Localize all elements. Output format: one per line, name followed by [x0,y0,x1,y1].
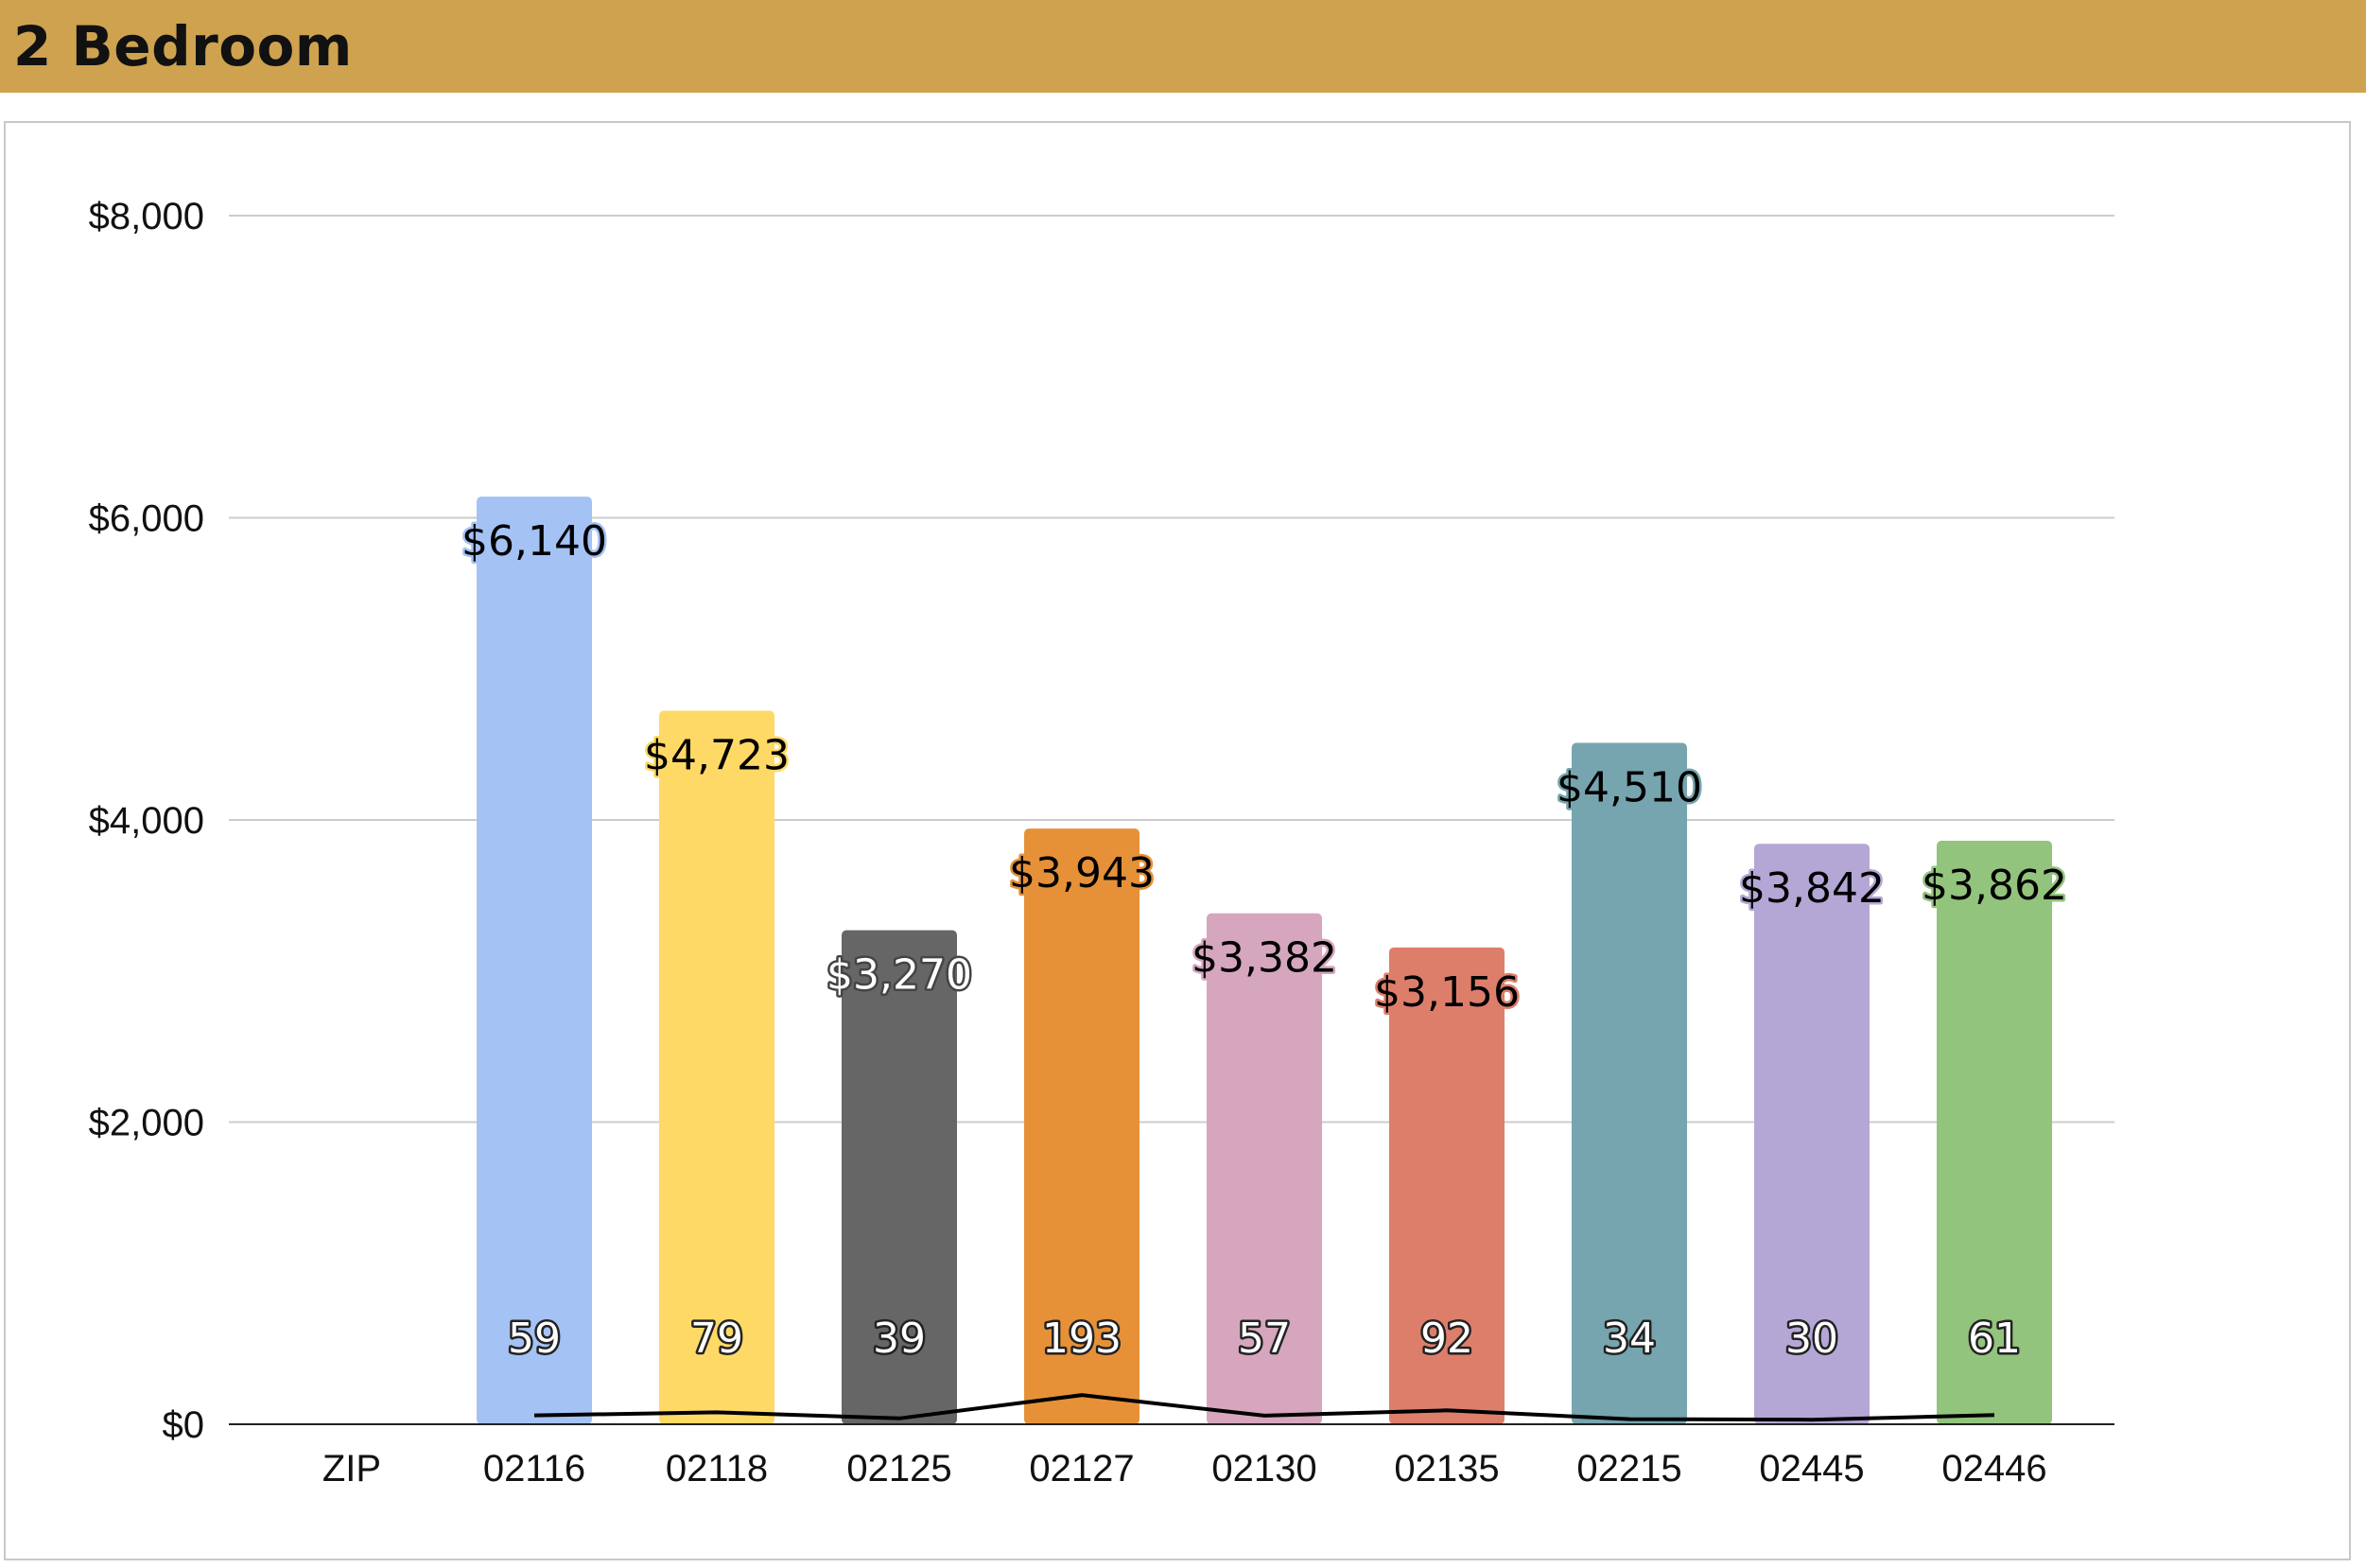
bar-value-label: $3,842 [1739,864,1885,913]
bar-value-label: $4,723 [644,732,790,780]
count-value-label: 34 [1603,1315,1656,1363]
y-tick-label: $6,000 [89,498,204,540]
bar-value-label: $3,156 [1374,968,1520,1017]
count-value-label: 79 [690,1315,743,1363]
x-tick-label: ZIP [322,1448,381,1490]
chart-title: 2 Bedroom [13,14,353,78]
count-value-label: 57 [1238,1315,1291,1363]
x-tick-label: 02215 [1576,1448,1681,1490]
bar [477,497,592,1424]
bar [1572,742,1687,1424]
bar [659,710,774,1424]
data-labels: $6,140 $4,723 $3,270 $3,943 $3,382 $3,156 $4,5… [460,515,2070,1366]
bar-value-label: $3,943 [1009,849,1155,897]
bar [1024,828,1140,1424]
count-value-label: 59 [508,1315,561,1363]
y-tick-label: $8,000 [89,196,204,237]
bar [1207,913,1322,1424]
count-line-path [533,1393,1995,1422]
bars [477,497,2052,1424]
count-line [533,1393,1995,1422]
count-value-label: 39 [873,1315,926,1363]
bar [1754,844,1870,1424]
x-tick-label: 02446 [1941,1448,2046,1490]
count-value-label: 61 [1968,1315,2021,1363]
x-tick-label: 02118 [666,1448,768,1490]
bar [1937,841,2052,1424]
bar [842,930,957,1424]
y-tick-label: $0 [163,1404,205,1446]
bar-value-label: $3,862 [1922,862,2067,910]
title-bar: 2 Bedroom [0,0,2366,93]
count-value-label: 193 [1042,1315,1122,1363]
bar-value-label: $4,510 [1557,764,1702,812]
x-tick-label: 02445 [1759,1448,1864,1490]
x-tick-label: 02116 [483,1448,585,1490]
bar-value-label: $3,270 [826,951,972,1000]
axes: $0 $2,000 $4,000 $6,000 $8,000 ZIP 02116 02118 0… [89,196,2114,1490]
bar [1389,947,1505,1424]
count-value-label: 92 [1420,1315,1473,1363]
y-tick-label: $4,000 [89,800,204,842]
count-value-label: 30 [1785,1315,1838,1363]
x-tick-label: 02125 [846,1448,951,1490]
bar-value-label: $3,382 [1192,934,1337,983]
x-tick-label: 02135 [1394,1448,1499,1490]
x-tick-label: 02127 [1029,1448,1134,1490]
x-tick-label: 02130 [1211,1448,1316,1490]
y-tick-label: $2,000 [89,1103,204,1144]
bar-value-label: $6,140 [461,517,607,566]
